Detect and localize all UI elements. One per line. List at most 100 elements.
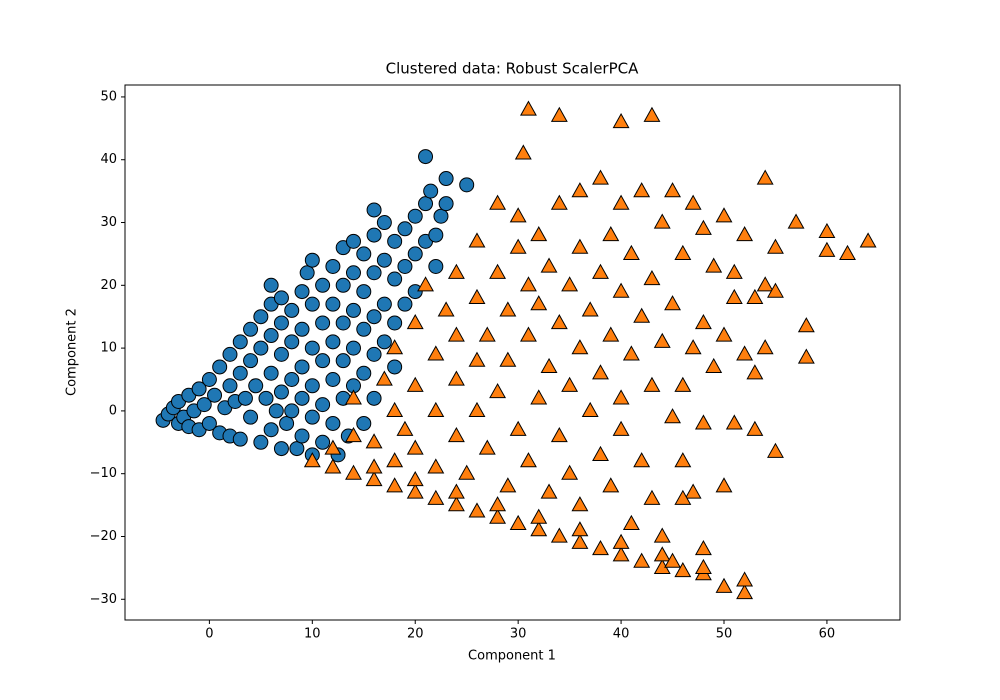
- point: [387, 315, 403, 331]
- y-tick-label: −20: [90, 529, 117, 544]
- point: [387, 359, 403, 375]
- point: [345, 464, 362, 480]
- x-tick-label: 0: [205, 627, 213, 642]
- point: [325, 415, 341, 431]
- point: [397, 221, 413, 237]
- point: [509, 238, 527, 254]
- point: [674, 244, 692, 261]
- point: [356, 321, 372, 337]
- x-tick-label: 60: [819, 627, 836, 642]
- point: [756, 339, 774, 355]
- point: [263, 277, 279, 293]
- point: [643, 376, 661, 392]
- point: [263, 422, 279, 438]
- point: [304, 409, 320, 425]
- point: [530, 508, 548, 524]
- point: [540, 357, 558, 374]
- point: [643, 106, 661, 122]
- point: [468, 288, 486, 304]
- point: [447, 483, 465, 499]
- point: [489, 263, 507, 279]
- point: [581, 301, 599, 317]
- point: [550, 426, 568, 443]
- point: [263, 328, 279, 344]
- point: [725, 263, 743, 279]
- point: [365, 470, 383, 487]
- point: [376, 252, 392, 268]
- point: [268, 403, 284, 419]
- point: [612, 113, 630, 129]
- point: [684, 483, 702, 499]
- point: [396, 420, 414, 436]
- x-tick-label: 10: [304, 627, 321, 642]
- point: [540, 257, 558, 273]
- point: [664, 408, 681, 424]
- point: [725, 288, 743, 304]
- point: [561, 376, 579, 392]
- point: [366, 265, 382, 281]
- point: [715, 477, 733, 493]
- point: [335, 315, 351, 331]
- point: [418, 196, 434, 212]
- point: [571, 238, 589, 254]
- point: [304, 340, 320, 356]
- point: [273, 290, 289, 306]
- point: [366, 227, 382, 243]
- point: [478, 439, 496, 455]
- chart-title: Clustered data: Robust ScalerPCA: [386, 60, 639, 78]
- point: [633, 307, 651, 323]
- point: [694, 540, 712, 556]
- point: [191, 381, 207, 397]
- point: [571, 533, 589, 549]
- y-tick-label: 20: [100, 278, 117, 293]
- x-tick-label: 40: [613, 627, 630, 642]
- point: [438, 196, 454, 212]
- point: [407, 208, 423, 224]
- point: [294, 390, 310, 406]
- point: [201, 372, 217, 388]
- point: [427, 345, 445, 361]
- point: [253, 340, 269, 356]
- point: [540, 483, 558, 499]
- point: [530, 521, 548, 537]
- point: [633, 452, 651, 468]
- point: [530, 389, 548, 405]
- point: [612, 282, 630, 298]
- point: [468, 502, 486, 518]
- point: [397, 258, 413, 274]
- point: [427, 489, 445, 505]
- point: [725, 414, 743, 430]
- point: [325, 296, 341, 312]
- point: [325, 334, 341, 350]
- point: [674, 376, 692, 392]
- point: [258, 390, 274, 406]
- point: [489, 194, 507, 210]
- point: [294, 359, 310, 375]
- point: [232, 365, 248, 381]
- point: [571, 182, 589, 198]
- point: [674, 452, 692, 468]
- point: [345, 389, 362, 405]
- point: [325, 372, 341, 388]
- point: [509, 514, 527, 531]
- point: [592, 169, 609, 185]
- point: [418, 149, 434, 165]
- point: [797, 348, 815, 364]
- point: [612, 546, 630, 562]
- point: [581, 401, 599, 417]
- point: [243, 321, 259, 337]
- point: [273, 346, 289, 362]
- point: [427, 401, 445, 417]
- point: [520, 326, 537, 342]
- point: [438, 171, 454, 187]
- point: [427, 458, 445, 474]
- point: [468, 351, 486, 367]
- point: [602, 326, 620, 342]
- point: [345, 302, 361, 318]
- point: [509, 420, 527, 436]
- point: [397, 296, 413, 312]
- point: [736, 226, 754, 242]
- point: [376, 215, 392, 231]
- point: [294, 428, 310, 444]
